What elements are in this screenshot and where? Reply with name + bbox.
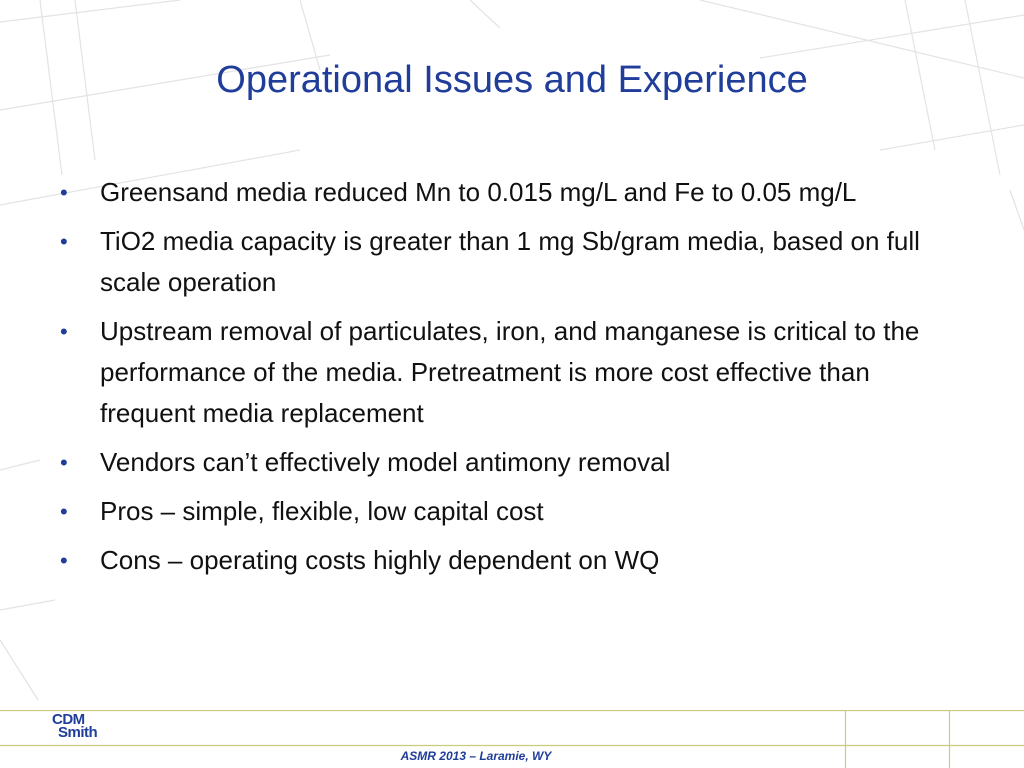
bullet-point-icon: • — [60, 548, 68, 573]
slide-title: Operational Issues and Experience — [216, 59, 808, 101]
bullet-point-icon: • — [60, 180, 68, 205]
bullet-text: TiO2 media capacity is greater than 1 mg… — [100, 226, 920, 297]
bullet-text: Vendors can’t effectively model antimony… — [100, 447, 671, 477]
cdm-smith-logo: CDM Smith — [52, 711, 112, 743]
logo-line-1: CDM — [52, 711, 85, 728]
bullet-point-icon: • — [60, 319, 68, 344]
bullet-text: Pros – simple, flexible, low capital cos… — [100, 496, 544, 526]
bullet-item: • TiO2 media capacity is greater than 1 … — [58, 221, 958, 303]
bullet-text: Upstream removal of particulates, iron, … — [100, 316, 920, 428]
footer-band — [0, 710, 1024, 768]
bullet-list: • Greensand media reduced Mn to 0.015 mg… — [58, 172, 958, 589]
bullet-item: • Upstream removal of particulates, iron… — [58, 311, 958, 434]
bullet-text: Cons – operating costs highly dependent … — [100, 545, 660, 575]
bullet-item: • Greensand media reduced Mn to 0.015 mg… — [58, 172, 958, 213]
bullet-item: • Pros – simple, flexible, low capital c… — [58, 491, 958, 532]
footer-text: ASMR 2013 – Laramie, WY — [400, 749, 552, 763]
bullet-item: • Vendors can’t effectively model antimo… — [58, 442, 958, 483]
bullet-point-icon: • — [60, 499, 68, 524]
bullet-text: Greensand media reduced Mn to 0.015 mg/L… — [100, 177, 857, 207]
logo-line-2: Smith — [58, 724, 98, 741]
bullet-point-icon: • — [60, 450, 68, 475]
bullet-point-icon: • — [60, 229, 68, 254]
bullet-item: • Cons – operating costs highly dependen… — [58, 540, 958, 581]
